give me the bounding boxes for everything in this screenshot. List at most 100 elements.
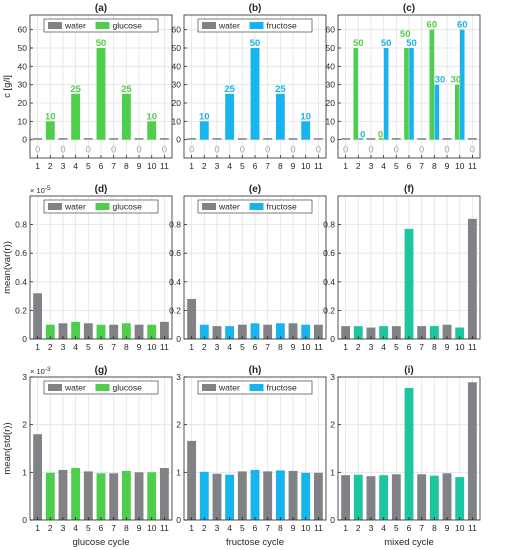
legend-label: glucose	[113, 21, 143, 31]
data-label: 0	[240, 144, 245, 155]
x-tick-label: 3	[215, 342, 220, 352]
x-axis-label: fructose cycle	[226, 537, 284, 548]
x-tick-label: 2	[202, 161, 207, 171]
x-tick-label: 8	[124, 161, 129, 171]
x-tick-label: 3	[369, 523, 374, 533]
bar-glucose-8	[121, 470, 131, 520]
bar-water-7	[263, 138, 273, 140]
x-tick-label: 9	[291, 523, 296, 533]
y-tick-label: 2	[22, 420, 27, 430]
x-tick-label: 4	[73, 161, 78, 171]
x-tick-label: 4	[73, 523, 78, 533]
bar-fructose-2	[199, 471, 209, 520]
x-tick-label: 7	[419, 523, 424, 533]
x-tick-label: 6	[99, 342, 104, 352]
bar-water-5	[83, 471, 93, 520]
x-tick-label: 5	[394, 161, 399, 171]
legend-swatch-water	[202, 203, 216, 210]
x-tick-label: 1	[343, 523, 348, 533]
y-tick-label: 60	[326, 25, 336, 35]
y-axis-label: mean(std(r))	[2, 422, 13, 474]
bar-water-5	[237, 471, 247, 520]
legend-swatch-fructose	[249, 203, 264, 210]
x-tick-label: 6	[407, 523, 412, 533]
x-tick-label: 5	[240, 523, 245, 533]
y-tick-label: 40	[172, 61, 182, 71]
panel-title: (b)	[249, 3, 262, 14]
y-tick-label: 30	[172, 80, 182, 90]
bar-fructose-10	[301, 472, 311, 520]
y-tick-label: 0	[176, 515, 181, 525]
bar-glucose-2	[353, 48, 359, 140]
y-tick-label: 0.2	[15, 305, 27, 315]
data-label: 0	[360, 130, 365, 141]
bar-glucose-4	[71, 468, 81, 520]
bar-water-3	[212, 138, 222, 140]
x-tick-label: 4	[73, 342, 78, 352]
panel-title: (i)	[404, 365, 413, 376]
bar-water-3	[212, 473, 222, 520]
y-tick-label: 10	[326, 116, 336, 126]
y-tick-label: 3	[330, 372, 335, 382]
bar-water-7	[109, 324, 119, 339]
legend-label: glucose	[113, 383, 143, 393]
data-label: 10	[45, 111, 56, 122]
legend-swatch-glucose	[95, 22, 110, 29]
x-tick-label: 10	[455, 161, 465, 171]
y-exponent-power: -5	[45, 185, 51, 192]
y-tick-label: 0	[22, 334, 27, 344]
x-tick-label: 3	[215, 161, 220, 171]
bar-water-9	[442, 473, 452, 520]
y-tick-label: 20	[172, 98, 182, 108]
x-tick-label: 5	[394, 342, 399, 352]
legend-label: water	[218, 383, 240, 393]
x-tick-label: 6	[253, 342, 258, 352]
bar-water-1	[33, 293, 43, 339]
x-tick-label: 10	[147, 523, 157, 533]
bar-water-11	[159, 138, 169, 140]
bar-water-3	[366, 476, 376, 520]
bar-fructose-8	[275, 323, 285, 339]
bar-fructose-10	[301, 324, 311, 339]
data-label: 25	[70, 84, 81, 95]
bar-water-3	[58, 138, 68, 140]
x-tick-label: 7	[419, 342, 424, 352]
x-tick-label: 7	[419, 161, 424, 171]
x-tick-label: 4	[381, 161, 386, 171]
legend-swatch-glucose	[95, 203, 110, 210]
x-tick-label: 2	[48, 161, 53, 171]
x-tick-label: 2	[202, 342, 207, 352]
bar-water-5	[237, 324, 247, 339]
bar-mixed-4	[379, 475, 389, 520]
legend-swatch-fructose	[249, 22, 264, 29]
x-tick-label: 3	[61, 342, 66, 352]
legend: water fructose	[197, 199, 313, 214]
legend-label: water	[64, 383, 86, 393]
bar-water-7	[109, 473, 119, 520]
panel-e: 0 0.2 0.4 0.6 0.8 1 2 3 4 5 6 7 8 9 10 11 (e) water fructo…	[169, 184, 327, 352]
legend-swatch-glucose	[95, 384, 110, 391]
y-tick-label: 1	[176, 467, 181, 477]
x-tick-label: 9	[445, 342, 450, 352]
bar-water-1	[341, 326, 351, 339]
x-tick-label: 7	[265, 161, 270, 171]
bar-water-11	[159, 468, 169, 520]
bar-water-3	[58, 323, 68, 339]
x-tick-label: 1	[35, 342, 40, 352]
bar-fructose-4	[225, 326, 235, 339]
y-tick-label: 0.2	[323, 305, 335, 315]
data-label: 50	[381, 38, 392, 49]
x-tick-label: 1	[189, 523, 194, 533]
y-tick-label: 50	[172, 43, 182, 53]
y-tick-label: 0.8	[169, 220, 181, 230]
y-tick-label: 0.4	[323, 277, 335, 287]
x-tick-label: 2	[202, 523, 207, 533]
legend-label: water	[218, 21, 240, 31]
bar-mixed-8	[429, 326, 439, 339]
x-tick-label: 9	[137, 523, 142, 533]
panel-title: (f)	[404, 184, 414, 195]
